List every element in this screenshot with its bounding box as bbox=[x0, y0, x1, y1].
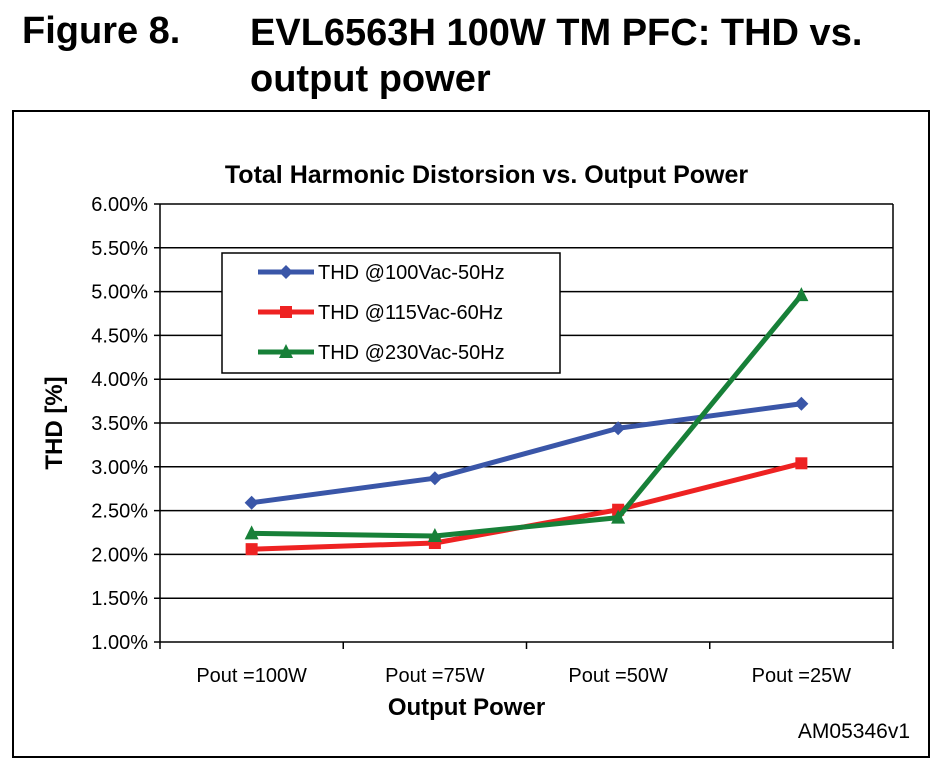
x-tick-label: Pout =50W bbox=[568, 665, 668, 687]
y-tick-label: 1.50% bbox=[91, 588, 148, 610]
y-tick-label: 2.00% bbox=[91, 544, 148, 566]
y-tick-label: 5.00% bbox=[91, 282, 148, 304]
data-point bbox=[795, 457, 808, 470]
data-point bbox=[244, 495, 259, 510]
data-point bbox=[244, 525, 259, 540]
data-point bbox=[794, 396, 809, 411]
data-point bbox=[427, 528, 442, 543]
x-tick-label: Pout =100W bbox=[196, 665, 307, 687]
legend-label: THD @100Vac-50Hz bbox=[318, 262, 505, 284]
y-tick-label: 6.00% bbox=[91, 194, 148, 216]
y-tick-label: 4.50% bbox=[91, 325, 148, 347]
x-tick-label: Pout =75W bbox=[385, 665, 485, 687]
data-point bbox=[245, 543, 258, 556]
series-line-2 bbox=[251, 293, 804, 539]
y-tick-label: 2.50% bbox=[91, 501, 148, 523]
legend-marker bbox=[279, 344, 293, 358]
y-tick-label: 3.50% bbox=[91, 413, 148, 435]
series-line-0 bbox=[251, 401, 802, 506]
legend-marker bbox=[280, 306, 292, 318]
figure-title: EVL6563H 100W TM PFC: THD vs. output pow… bbox=[250, 12, 863, 100]
y-tick-label: 3.00% bbox=[91, 457, 148, 479]
legend-label: THD @230Vac-50Hz bbox=[318, 342, 505, 364]
data-point bbox=[611, 509, 626, 524]
data-point bbox=[427, 471, 442, 486]
data-point bbox=[794, 287, 809, 302]
x-tick-label: Pout =25W bbox=[752, 665, 852, 687]
x-axis-label: Output Power bbox=[388, 694, 545, 721]
y-tick-label: 1.00% bbox=[91, 632, 148, 654]
legend-marker bbox=[279, 265, 293, 279]
chart-frame bbox=[12, 110, 930, 758]
chart-title: Total Harmonic Distorsion vs. Output Pow… bbox=[225, 161, 748, 189]
y-tick-label: 4.00% bbox=[91, 369, 148, 391]
y-axis-label: THD [%] bbox=[41, 376, 68, 469]
legend-label: THD @115Vac-60Hz bbox=[318, 302, 503, 324]
y-tick-label: 5.50% bbox=[91, 238, 148, 260]
figure-code: AM05346v1 bbox=[797, 720, 910, 743]
figure-number: Figure 8. bbox=[22, 10, 181, 52]
data-point bbox=[611, 421, 626, 436]
